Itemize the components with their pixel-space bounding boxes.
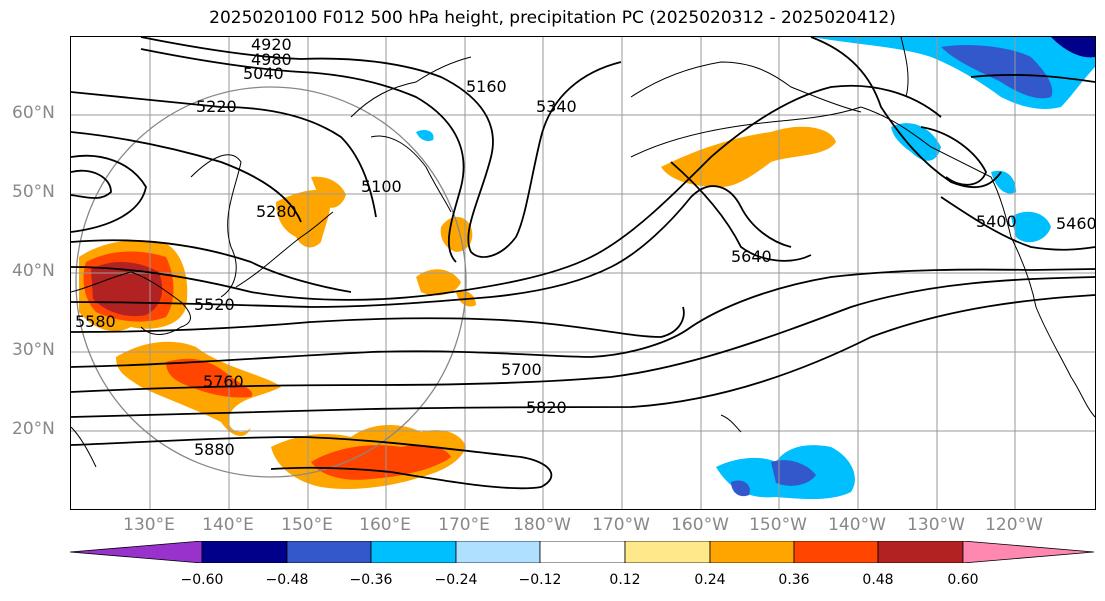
colorbar-segment <box>539 540 626 564</box>
contour-labels: 4920 4980 5040 5100 5160 5220 5280 5340 … <box>75 37 1095 459</box>
colorbar-segment <box>962 540 1095 564</box>
contour-label-5520: 5520 <box>194 295 235 314</box>
contour-label-5100: 5100 <box>361 177 402 196</box>
lon-label-140w: 140°W <box>828 515 886 535</box>
contour-label-4920: 4920 <box>251 37 292 54</box>
lon-label-160e: 160°E <box>359 515 411 535</box>
lon-label-150e: 150°E <box>281 515 333 535</box>
contour-label-5340: 5340 <box>536 97 577 116</box>
lat-label-60n: 60°N <box>12 103 55 123</box>
contour-label-4980: 4980 <box>251 50 292 69</box>
colorbar-tick-neg036: −0.36 <box>349 572 393 588</box>
colorbar-tick-neg060: −0.60 <box>180 572 224 588</box>
colorbar-tick-neg024: −0.24 <box>434 572 478 588</box>
height-contours <box>71 37 1095 490</box>
lon-label-130w: 130°W <box>907 515 965 535</box>
lat-label-50n: 50°N <box>12 182 55 202</box>
contour-label-5580: 5580 <box>75 312 116 331</box>
lon-label-170e: 170°E <box>438 515 490 535</box>
colorbar-tick-012: 0.12 <box>609 572 641 588</box>
lat-label-30n: 30°N <box>12 340 55 360</box>
colorbar <box>69 540 1095 564</box>
colorbar-segment <box>624 540 711 564</box>
lon-label-180w: 180°W <box>513 515 571 535</box>
colorbar-segment <box>370 540 457 564</box>
lon-label-130e: 130°E <box>123 515 175 535</box>
contour-label-5280: 5280 <box>256 202 297 221</box>
colorbar-segment <box>709 540 795 564</box>
range-ring <box>75 86 467 478</box>
contour-label-5880: 5880 <box>194 440 235 459</box>
lon-label-140e: 140°E <box>202 515 254 535</box>
colorbar-tick-024: 0.24 <box>694 572 726 588</box>
lon-label-120w: 120°W <box>985 515 1043 535</box>
colorbar-segment <box>201 540 288 564</box>
coastlines <box>71 37 1095 468</box>
contour-label-5760: 5760 <box>203 372 244 391</box>
contour-label-5700: 5700 <box>501 360 542 379</box>
contour-label-5460: 5460 <box>1056 214 1095 233</box>
lat-label-20n: 20°N <box>12 419 55 439</box>
colorbar-segment <box>286 540 372 564</box>
colorbar-segment <box>793 540 879 564</box>
contour-label-5640: 5640 <box>731 247 772 266</box>
contour-label-5160: 5160 <box>466 77 507 96</box>
map-panel: 4920 4980 5040 5100 5160 5220 5280 5340 … <box>70 36 1096 510</box>
lon-label-150w: 150°W <box>749 515 807 535</box>
lon-label-160w: 160°W <box>671 515 729 535</box>
colorbar-tick-neg012: −0.12 <box>518 572 562 588</box>
colorbar-tick-048: 0.48 <box>862 572 894 588</box>
colorbar-tick-060: 0.60 <box>947 572 979 588</box>
colorbar-segment <box>69 540 203 564</box>
colorbar-tick-neg048: −0.48 <box>265 572 309 588</box>
contour-label-5040: 5040 <box>243 64 284 83</box>
map-title: 2025020100 F012 500 hPa height, precipit… <box>209 8 896 28</box>
colorbar-segment <box>455 540 541 564</box>
colorbar-segment <box>877 540 964 564</box>
lat-label-40n: 40°N <box>12 261 55 281</box>
contour-label-5820: 5820 <box>526 398 567 417</box>
colorbar-tick-036: 0.36 <box>778 572 810 588</box>
lon-label-170w: 170°W <box>592 515 650 535</box>
precip-fills <box>79 37 1095 500</box>
contour-label-5400: 5400 <box>976 212 1017 231</box>
contour-label-5220: 5220 <box>196 97 237 116</box>
